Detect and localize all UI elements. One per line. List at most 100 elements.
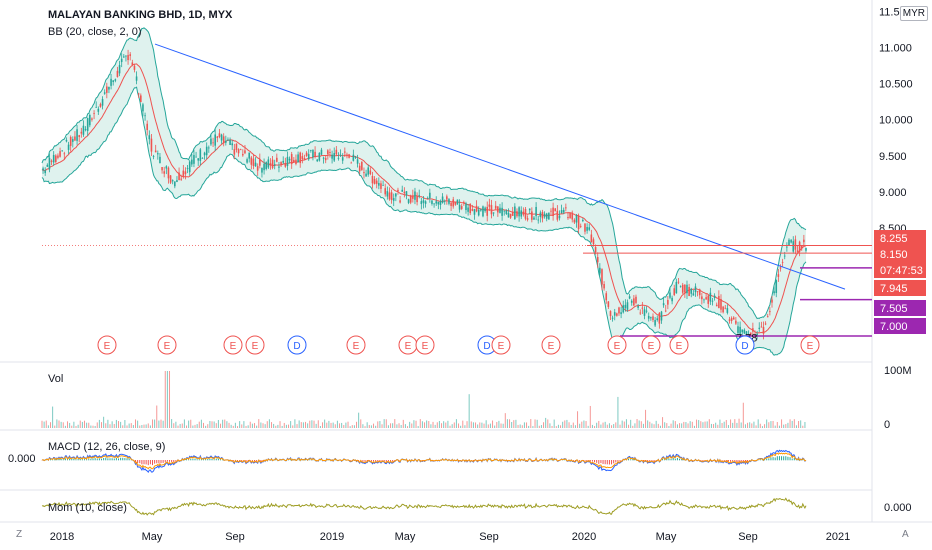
volume-bar bbox=[506, 419, 508, 428]
candle-body bbox=[435, 201, 438, 204]
candle-body bbox=[282, 160, 285, 163]
candle-body bbox=[424, 201, 427, 204]
earnings-marker bbox=[607, 335, 627, 355]
price-tags: 8.255 8.150 07:47:53 7.945 7.505 7.000 bbox=[874, 230, 926, 334]
volume-bar bbox=[43, 421, 45, 428]
volume-bar bbox=[126, 425, 128, 428]
candle-body bbox=[520, 210, 523, 217]
candle-body bbox=[477, 209, 480, 216]
macd-histogram-bar bbox=[791, 458, 793, 461]
macd-histogram-bar bbox=[158, 460, 160, 464]
price-tag bbox=[874, 318, 926, 334]
macd-histogram-bar bbox=[662, 458, 664, 461]
volume-bar bbox=[288, 424, 290, 428]
volume-bar bbox=[598, 420, 600, 428]
candle-body bbox=[664, 310, 667, 312]
candle-body bbox=[426, 197, 429, 199]
timezone-button[interactable]: Z bbox=[16, 529, 23, 540]
time-tick: 2021 bbox=[826, 531, 850, 543]
event-label: E bbox=[405, 341, 412, 352]
candle-body bbox=[596, 257, 599, 263]
volume-bar bbox=[583, 420, 585, 428]
macd-histogram-bar bbox=[147, 460, 149, 466]
candle-body bbox=[654, 320, 656, 326]
candle-body bbox=[790, 239, 792, 243]
candle-body bbox=[152, 156, 155, 157]
volume-bar bbox=[156, 405, 158, 428]
macd-histogram-bar bbox=[477, 460, 479, 462]
price-tag-label: 7.505 bbox=[880, 303, 908, 315]
candle-body bbox=[195, 156, 197, 158]
macd-histogram-bar bbox=[124, 458, 126, 461]
macd-histogram-bar bbox=[370, 460, 372, 462]
candle-body bbox=[203, 152, 206, 156]
macd-histogram-bar bbox=[630, 459, 632, 461]
candle-body bbox=[135, 76, 138, 81]
macd-histogram-bar bbox=[381, 460, 383, 461]
macd-histogram-bar bbox=[787, 456, 789, 461]
volume-bar bbox=[251, 423, 253, 428]
macd-histogram-bar bbox=[776, 456, 778, 461]
macd-histogram-bar bbox=[664, 459, 666, 461]
volume-bar bbox=[415, 420, 417, 428]
volume-bar bbox=[317, 420, 319, 428]
macd-histogram-bar bbox=[606, 460, 608, 465]
candle-body bbox=[367, 167, 370, 175]
macd-histogram-bar bbox=[105, 457, 107, 461]
macd-histogram-bar bbox=[377, 460, 379, 462]
macd-histogram-bar bbox=[254, 460, 256, 462]
candle-body bbox=[229, 139, 231, 145]
candle-body bbox=[443, 200, 446, 202]
volume-bar bbox=[528, 425, 530, 428]
volume-bar bbox=[222, 419, 224, 428]
volume-bar bbox=[147, 423, 149, 428]
volume-bar bbox=[254, 423, 256, 428]
macd-histogram-bar bbox=[209, 458, 211, 461]
currency-badge[interactable]: MYR bbox=[899, 6, 928, 21]
event-label: D bbox=[483, 341, 490, 352]
volume-bar bbox=[513, 420, 515, 428]
candle-body bbox=[178, 172, 180, 181]
volume-bar bbox=[730, 419, 732, 428]
candle-body bbox=[212, 142, 214, 144]
volume-bar bbox=[341, 422, 343, 428]
volume-bar bbox=[326, 422, 328, 428]
volume-bar bbox=[64, 425, 66, 428]
bb-lower bbox=[41, 86, 807, 356]
candle-body bbox=[792, 241, 795, 252]
volume-bar bbox=[356, 421, 358, 428]
macd-histogram-bar bbox=[130, 459, 132, 461]
candle-body bbox=[779, 267, 782, 269]
volume-bar bbox=[555, 426, 557, 428]
candle-body bbox=[737, 326, 739, 333]
volume-bar bbox=[96, 422, 98, 428]
macd-histogram-bar bbox=[77, 459, 79, 461]
candle-body bbox=[246, 159, 248, 163]
candle-body bbox=[267, 159, 270, 168]
candle-body bbox=[501, 207, 503, 216]
candle-body bbox=[150, 138, 153, 152]
macd-histogram-bar bbox=[683, 459, 685, 461]
volume-bar bbox=[407, 426, 409, 428]
event-label: E bbox=[648, 341, 655, 352]
volume-bar bbox=[574, 425, 576, 428]
candle-body bbox=[137, 93, 140, 95]
candle-body bbox=[573, 219, 576, 223]
candle-body bbox=[72, 139, 74, 142]
volume-bar bbox=[234, 422, 236, 428]
candle-body bbox=[337, 157, 340, 159]
candle-body bbox=[439, 201, 442, 206]
candle-body bbox=[715, 304, 718, 307]
candle-body bbox=[303, 158, 306, 160]
macd-histogram-bar bbox=[118, 458, 120, 461]
candle-body bbox=[214, 134, 217, 146]
candle-body bbox=[418, 194, 421, 196]
volume-bar bbox=[228, 422, 230, 428]
candle-body bbox=[473, 209, 476, 215]
candle-body bbox=[314, 151, 316, 157]
time-tick: 2020 bbox=[572, 531, 596, 543]
macd-histogram-bar bbox=[69, 458, 71, 461]
auto-scale-button[interactable]: A bbox=[902, 529, 909, 540]
volume-bar bbox=[432, 421, 434, 428]
